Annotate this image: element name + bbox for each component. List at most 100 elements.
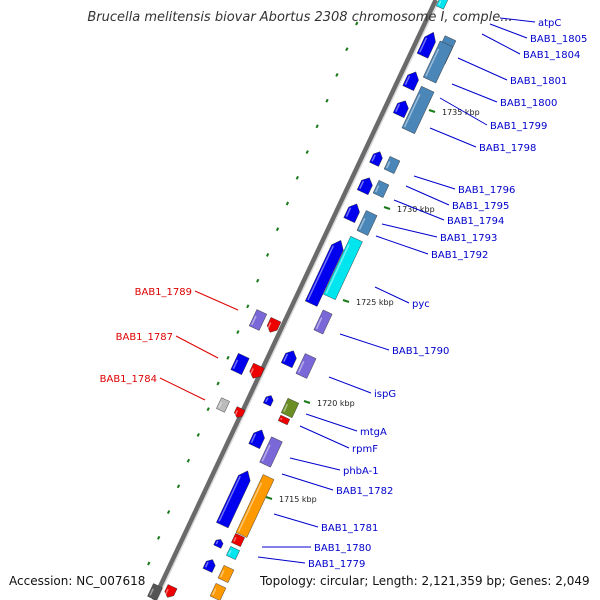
gene-label: BAB1_1784 xyxy=(100,374,157,385)
guide-dot xyxy=(226,355,230,360)
gene-bottom-r2-shape xyxy=(164,584,178,598)
gene-1784-r2 xyxy=(234,406,246,418)
label-leader xyxy=(413,175,456,190)
guide-dot xyxy=(265,252,270,257)
gene-1799-a xyxy=(392,100,409,119)
guide-dot xyxy=(295,175,299,180)
guide-dot xyxy=(315,124,319,129)
gene-mtga-a-shine xyxy=(250,433,257,443)
gene-ispg-a-shape xyxy=(262,395,274,407)
gene-1795-a xyxy=(356,177,373,196)
accession-text: Accession: NC_007618 xyxy=(9,574,146,588)
gene-1796-b xyxy=(383,156,401,174)
gene-pyc-a-shine xyxy=(307,245,335,301)
gene-1801-b-shape xyxy=(422,40,454,84)
guide-dot xyxy=(246,304,250,309)
label-leader xyxy=(273,513,319,528)
gene-label: pyc xyxy=(412,299,430,310)
gene-1796-a-shape xyxy=(369,151,383,167)
guide-dot xyxy=(325,98,329,103)
gene-1794-a-shape xyxy=(343,203,360,223)
gene-1795-b-shape xyxy=(372,180,390,198)
gene-label: rpmF xyxy=(352,444,378,455)
gene-1778-b-shape xyxy=(217,565,235,583)
label-leader xyxy=(305,413,358,432)
gene-label: BAB1_1782 xyxy=(336,486,393,497)
gene-1778-b xyxy=(217,565,235,583)
gene-1796-b-shine xyxy=(386,161,391,169)
map-title: Brucella melitensis biovar Abortus 2308 … xyxy=(87,10,513,25)
gene-rpmf-b-shine xyxy=(280,417,283,420)
gene-label: BAB1_1801 xyxy=(510,76,567,87)
gene-1789-r-shape xyxy=(248,309,268,331)
kbp-ticks: 1735 kbp 1730 kbp 1725 kbp 1720 kbp 1715 kbp xyxy=(265,108,480,504)
kbp-tick-mark xyxy=(342,299,350,303)
gene-1793-b-shape xyxy=(356,210,378,236)
guide-dot xyxy=(157,535,161,540)
guide-dot xyxy=(256,278,260,283)
gene-label: BAB1_1799 xyxy=(490,121,547,132)
gene-ispg-b-shape xyxy=(295,353,317,379)
gene-label: BAB1_1781 xyxy=(321,523,378,534)
label-leader xyxy=(439,97,488,126)
label-leader xyxy=(339,333,390,351)
gene-pyc-b-shine xyxy=(325,244,350,294)
gene-1801-a-shine xyxy=(404,75,411,85)
gene-1798-b-shape xyxy=(401,85,435,135)
label-leader xyxy=(175,335,219,359)
gene-1790-a xyxy=(280,350,297,369)
guide-dot xyxy=(355,21,359,26)
kbp-tick-mark xyxy=(265,496,273,500)
gene-label: BAB1_1793 xyxy=(440,233,497,244)
guide-dot xyxy=(147,561,151,566)
kbp-label: 1725 kbp xyxy=(356,298,394,307)
gene-bottom-r-shine xyxy=(149,588,154,596)
label-leader xyxy=(489,23,528,39)
gene-1787-r xyxy=(230,353,250,375)
gene-label: BAB1_1792 xyxy=(431,250,488,261)
gene-features xyxy=(147,0,457,600)
gene-label: BAB1_1805 xyxy=(530,34,587,45)
label-leader xyxy=(451,83,498,103)
gene-1789-r2-shine xyxy=(267,322,272,330)
gene-1784-r-shine xyxy=(218,401,223,408)
gene-1779-a-shine xyxy=(204,561,209,568)
kbp-tick-mark xyxy=(303,400,311,404)
gene-labels: atpC BAB1_1805 BAB1_1804 BAB1_1801 BAB1_1800… xyxy=(100,17,587,570)
gene-1779-a xyxy=(202,559,216,573)
gene-1782-a-shape xyxy=(216,470,251,529)
gene-1790-a-shape xyxy=(280,350,297,369)
gene-1781-b-shape xyxy=(235,474,275,538)
gene-1796-a-shine xyxy=(371,154,376,162)
label-leader xyxy=(194,290,239,311)
gene-label: phbA-1 xyxy=(343,466,379,477)
gene-bottom-r xyxy=(147,583,163,600)
gene-pyc-b-shape xyxy=(323,235,363,301)
gene-label: BAB1_1795 xyxy=(452,201,509,212)
gene-1799-a-shape xyxy=(392,100,409,119)
gene-label: BAB1_1789 xyxy=(135,287,192,298)
gene-1780-b-shine xyxy=(233,537,237,542)
label-leader xyxy=(381,223,438,238)
gene-label: mtgA xyxy=(360,427,387,438)
label-leader xyxy=(159,377,206,401)
gene-phba-b xyxy=(259,436,283,468)
gene-1777-b xyxy=(209,583,227,600)
gene-1779-b-shine xyxy=(228,550,232,555)
gene-1777-b-shine xyxy=(212,588,217,596)
label-leader xyxy=(289,457,341,471)
gene-1789-r-shine xyxy=(251,315,257,326)
kbp-label: 1735 kbp xyxy=(442,108,480,117)
gene-mtga-b-shape xyxy=(280,397,300,419)
gene-1795-a-shine xyxy=(359,180,365,190)
topology-text: Topology: circular; Length: 2,121,359 bp… xyxy=(260,574,590,588)
gene-label: BAB1_1796 xyxy=(458,185,515,196)
guide-dot xyxy=(186,458,191,463)
label-leader xyxy=(299,425,350,449)
kbp-label: 1715 kbp xyxy=(279,495,317,504)
gene-1787-r2 xyxy=(249,362,265,379)
gene-mtga-a-shape xyxy=(248,429,265,449)
gene-1790-b xyxy=(313,309,333,335)
gene-1784-r2-shape xyxy=(234,406,246,418)
gene-label: BAB1_1800 xyxy=(500,98,557,109)
